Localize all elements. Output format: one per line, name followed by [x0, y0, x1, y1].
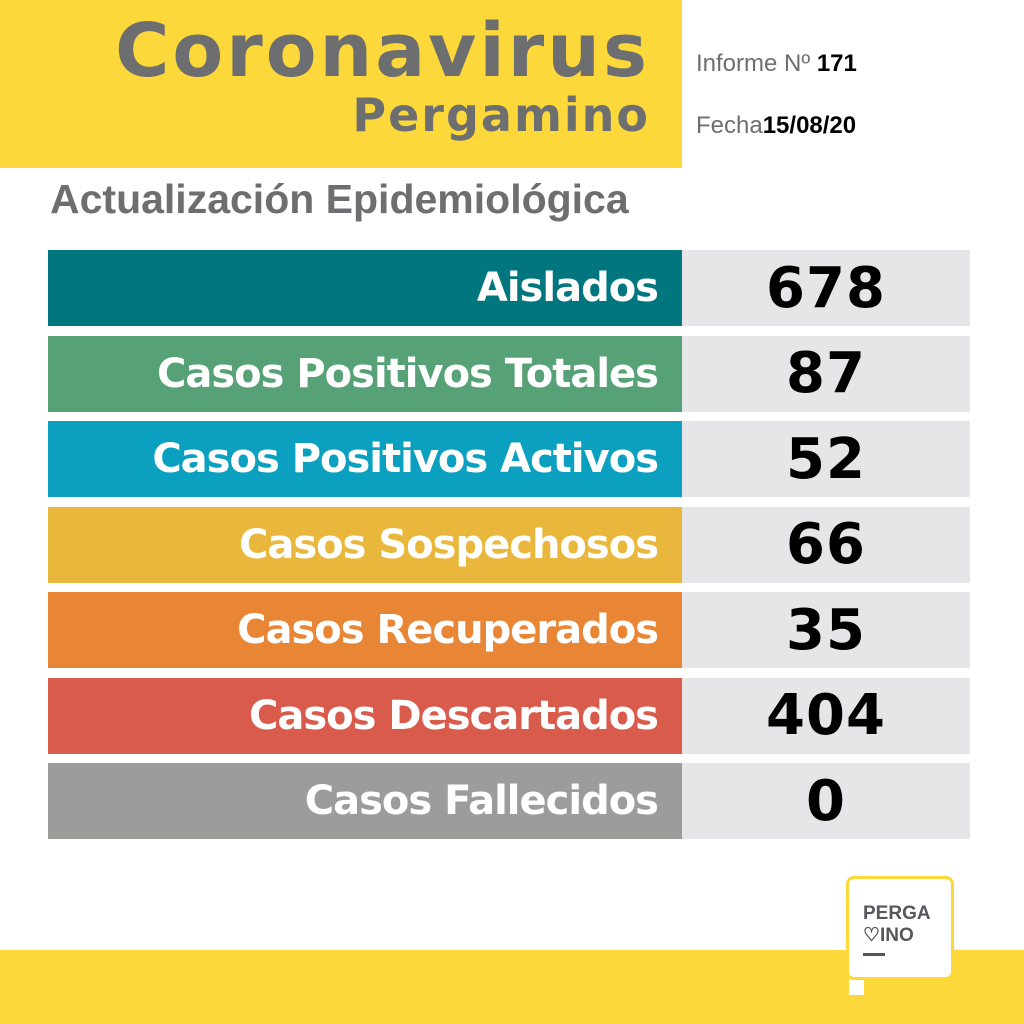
report-date-value: 15/08/20 [762, 112, 857, 139]
section-title: Actualización Epidemiológica [50, 176, 629, 222]
stat-label: Aislados [48, 250, 682, 326]
stat-value: 0 [682, 763, 970, 839]
report-number-value: 171 [816, 50, 857, 77]
logo-line-2: ♡INO [863, 925, 914, 946]
pergamino-logo: PERGA ♡INO [846, 876, 954, 980]
stat-row-positivos-activos: Casos Positivos Activos 52 [48, 421, 970, 497]
stat-value: 678 [682, 250, 970, 326]
report-number-label: Informe Nº [696, 50, 811, 77]
stat-value: 87 [682, 335, 970, 412]
logo-text: PERGA ♡INO [863, 903, 931, 947]
page-subtitle: Pergamino [352, 88, 650, 142]
stat-label: Casos Fallecidos [48, 763, 682, 839]
stat-label: Casos Recuperados [48, 592, 682, 668]
header-band [0, 0, 682, 168]
stat-value: 52 [682, 421, 970, 497]
stat-row-positivos-totales: Casos Positivos Totales 87 [48, 335, 970, 412]
stat-row-descartados: Casos Descartados 404 [48, 677, 970, 754]
stat-label: Casos Sospechosos [48, 506, 682, 583]
report-number: Informe Nº 171 [696, 50, 857, 78]
stats-table: Aislados 678 Casos Positivos Totales 87 … [48, 250, 970, 849]
stat-label: Casos Positivos Activos [48, 421, 682, 497]
stat-row-fallecidos: Casos Fallecidos 0 [48, 763, 970, 839]
stat-label: Casos Descartados [48, 677, 682, 754]
stat-value: 35 [682, 592, 970, 668]
logo-underline [863, 953, 885, 956]
logo-line-1: PERGA [863, 903, 931, 924]
report-date-label: Fecha [696, 112, 763, 139]
page-title: Coronavirus [115, 8, 650, 94]
stat-row-sospechosos: Casos Sospechosos 66 [48, 506, 970, 583]
stat-row-aislados: Aislados 678 [48, 250, 970, 326]
logo-tail [846, 974, 864, 998]
stat-row-recuperados: Casos Recuperados 35 [48, 592, 970, 668]
stat-label: Casos Positivos Totales [48, 335, 682, 412]
report-date: Fecha15/08/20 [696, 112, 856, 140]
stat-value: 66 [682, 506, 970, 583]
stat-value: 404 [682, 677, 970, 754]
